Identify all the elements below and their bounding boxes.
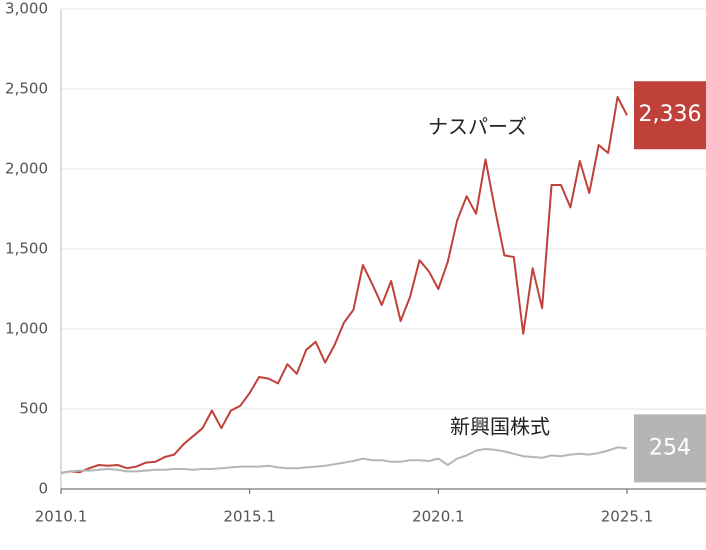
y-tick-label: 1,000 [5,320,48,338]
end-label: 2,336 [639,102,702,127]
end-label: 254 [649,435,691,460]
end-label-box [634,414,706,483]
x-tick-label: 2015.1 [223,508,276,526]
y-tick-label: 2,000 [5,160,48,178]
y-tick-label: 500 [19,400,48,418]
y-tick-label: 1,500 [5,240,48,258]
series-label: ナスパーズ [428,115,527,139]
end-label-box [634,81,706,150]
series-label: 新興国株式 [450,415,550,439]
y-tick-label: 3,000 [5,0,48,18]
series-line [60,446,628,474]
x-tick-label: 2020.1 [412,508,465,526]
x-tick-label: 2025.1 [601,508,654,526]
y-tick-label: 0 [38,480,48,498]
series-line [60,96,628,474]
y-tick-label: 2,500 [5,80,48,98]
x-tick-label: 2010.1 [35,508,88,526]
